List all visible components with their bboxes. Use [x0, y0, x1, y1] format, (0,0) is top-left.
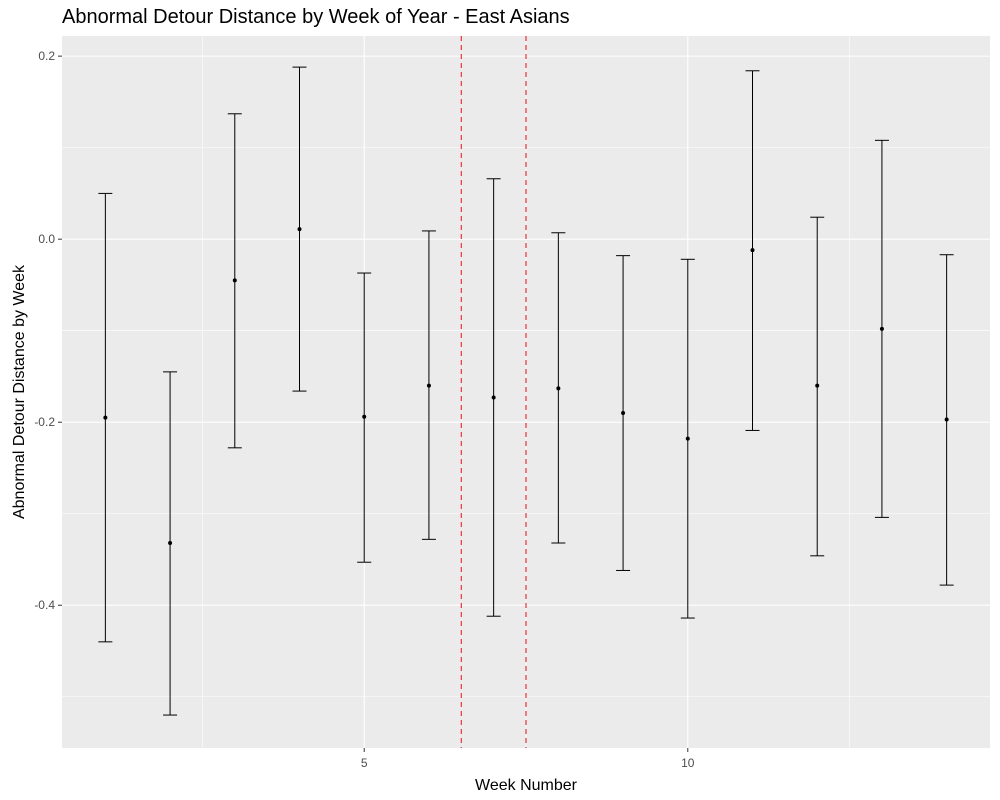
- data-point: [232, 278, 237, 283]
- x-axis-title: Week Number: [475, 777, 578, 794]
- data-point: [556, 386, 561, 391]
- y-axis-title: Abnormal Detour Distance by Week: [11, 264, 28, 519]
- y-tick-label: -0.2: [34, 415, 55, 429]
- x-tick-label: 10: [681, 756, 695, 770]
- data-point: [815, 383, 820, 388]
- y-tick-label: 0.0: [38, 232, 55, 246]
- data-point: [750, 248, 755, 253]
- chart-title: Abnormal Detour Distance by Week of Year…: [62, 6, 570, 28]
- data-point: [491, 395, 496, 400]
- data-point: [168, 541, 173, 546]
- data-point: [685, 436, 690, 441]
- y-axis: 0.2 0.0 -0.2 -0.4: [34, 49, 62, 612]
- x-axis: 5 10: [361, 748, 695, 770]
- data-point: [426, 383, 431, 388]
- x-tick-label: 5: [361, 756, 368, 770]
- reference-lines: [460, 36, 527, 748]
- data-point: [621, 411, 626, 416]
- data-point: [879, 326, 884, 331]
- y-tick-label: -0.4: [34, 598, 55, 612]
- data-point: [944, 417, 949, 422]
- data-point: [297, 227, 302, 232]
- data-point: [362, 414, 367, 419]
- data-point: [103, 415, 108, 420]
- data-points: [103, 227, 949, 546]
- y-tick-label: 0.2: [38, 49, 55, 63]
